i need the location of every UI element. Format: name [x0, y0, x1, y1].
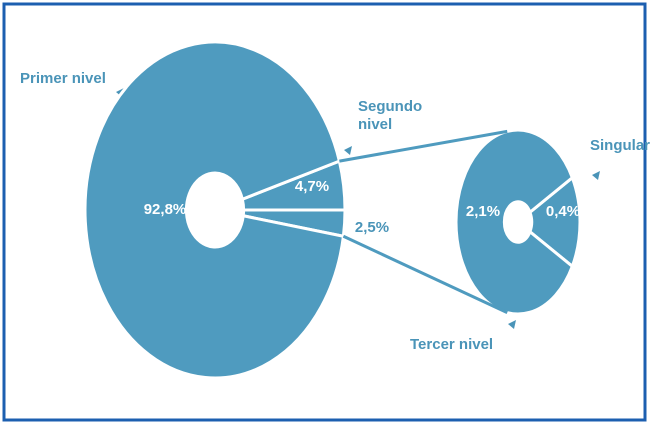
- value-label: 4,7%: [295, 178, 329, 195]
- pointer: [592, 171, 600, 180]
- pointer: [508, 320, 516, 329]
- category-label: Primer nivel: [20, 70, 106, 87]
- value-label: 2,1%: [466, 203, 500, 220]
- slice: [83, 40, 346, 380]
- category-label: Segundo nivel: [358, 98, 423, 133]
- value-label: 0,4%: [546, 203, 580, 220]
- connector: [342, 234, 508, 314]
- connector: [339, 129, 508, 163]
- value-label: 2,5%: [355, 219, 389, 236]
- value-label: 92,8%: [144, 201, 187, 218]
- pointer: [344, 146, 352, 155]
- category-label: Singular: [590, 137, 650, 154]
- category-label: Tercer nivel: [410, 336, 494, 353]
- slice: [528, 175, 582, 269]
